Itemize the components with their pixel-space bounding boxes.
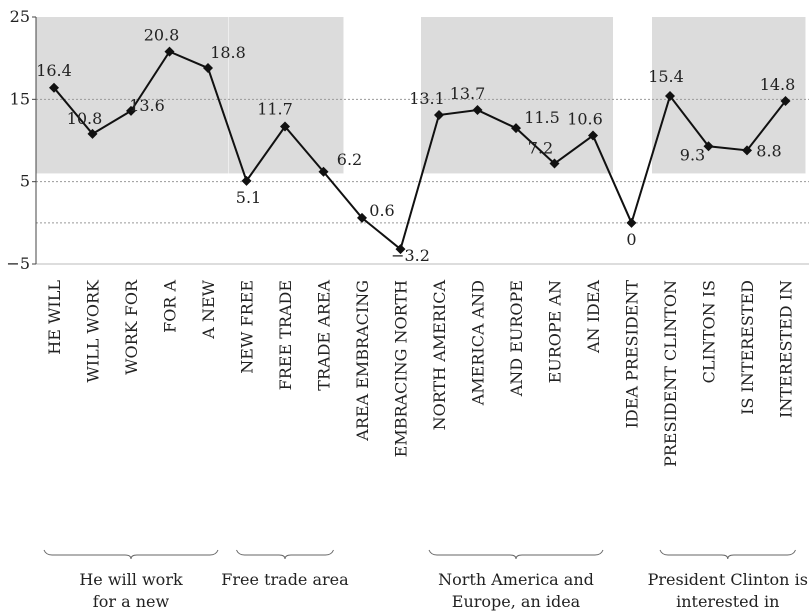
- data-point: [280, 121, 290, 132]
- category-label: CLINTON IS: [700, 280, 719, 383]
- data-label: 16.4: [36, 61, 72, 80]
- data-label: 13.7: [450, 84, 486, 103]
- group-labels: He will work for a new Free trade area Nort…: [79, 570, 808, 611]
- data-point: [357, 212, 367, 223]
- group-label: Free trade area: [221, 570, 349, 589]
- shaded-regions: [36, 17, 806, 174]
- data-label: 20.8: [144, 26, 180, 45]
- group-label: interested in: [676, 592, 779, 611]
- group-braces: [43, 549, 796, 560]
- group-label: for a new: [93, 592, 170, 611]
- data-point: [87, 128, 98, 139]
- data-label: 11.5: [524, 108, 560, 127]
- data-point: [588, 130, 598, 141]
- data-label: 10.6: [567, 110, 603, 129]
- y-tick-label: 15: [10, 89, 30, 108]
- data-label: 11.7: [257, 100, 293, 119]
- group-brace: [428, 549, 604, 560]
- category-label: FOR A: [161, 280, 180, 333]
- category-label: INTERESTED IN: [777, 280, 796, 418]
- category-label: IS INTERESTED: [738, 280, 757, 415]
- data-point: [164, 46, 175, 57]
- category-label: HE WILL: [45, 280, 64, 355]
- group-brace: [43, 549, 219, 560]
- data-point: [665, 91, 675, 102]
- category-label: IDEA PRESIDENT: [623, 280, 642, 429]
- series-line: [53, 50, 787, 251]
- data-label: 5.1: [236, 188, 261, 207]
- data-label: 7.2: [528, 139, 553, 158]
- group-brace: [236, 549, 334, 560]
- category-label: AMERICA AND: [469, 280, 488, 406]
- y-tick-label: −5: [6, 254, 30, 273]
- data-label: 10.8: [67, 109, 103, 128]
- group-label: He will work: [79, 570, 183, 589]
- category-label: WILL WORK: [84, 279, 103, 383]
- category-label: AN IDEA: [584, 280, 603, 354]
- shaded-region: [228, 17, 344, 174]
- data-label: 18.8: [210, 43, 246, 62]
- data-point: [49, 82, 59, 93]
- data-point: [472, 105, 483, 116]
- data-point: [549, 158, 560, 169]
- category-label: NORTH AMERICA: [430, 280, 449, 431]
- y-tick-labels: 25 15 5 −5: [6, 7, 36, 273]
- category-label: WORK FOR: [122, 279, 141, 375]
- data-label: 9.3: [680, 145, 705, 164]
- data-label: 13.1: [409, 89, 445, 108]
- category-label: PRESIDENT CLINTON: [661, 280, 680, 467]
- data-point: [241, 175, 252, 186]
- category-label: FREE TRADE: [276, 280, 295, 390]
- data-labels: 16.4 10.8 13.6 20.8 18.8 5.1 11.7 6.2 0.6 −3.2 13.…: [36, 26, 795, 266]
- data-label: −3.2: [391, 246, 430, 265]
- category-label: EUROPE AN: [546, 280, 565, 383]
- data-point: [434, 109, 444, 120]
- data-points: [49, 46, 791, 255]
- category-label: AND EUROPE: [507, 280, 526, 397]
- group-label: President Clinton is: [648, 570, 808, 589]
- group-brace: [659, 549, 796, 560]
- y-tick-label: 5: [20, 172, 30, 191]
- data-point: [203, 63, 213, 74]
- data-point: [511, 123, 521, 134]
- category-label: AREA EMBRACING: [353, 280, 372, 442]
- data-label: 15.4: [648, 67, 684, 86]
- data-point: [626, 217, 637, 228]
- data-point: [395, 244, 406, 255]
- data-label: 6.2: [337, 150, 362, 169]
- group-label: North America and: [438, 570, 594, 589]
- data-label: 8.8: [756, 141, 781, 160]
- y-tick-label: 25: [10, 7, 30, 26]
- shaded-region: [652, 17, 806, 174]
- data-point: [126, 105, 136, 116]
- shaded-region: [421, 17, 613, 174]
- data-point: [318, 166, 329, 177]
- data-label: 13.6: [129, 96, 165, 115]
- gridlines: [36, 98, 809, 265]
- data-label: 0.6: [369, 201, 394, 220]
- category-label: TRADE AREA: [315, 280, 334, 391]
- data-point: [703, 141, 714, 152]
- group-label: Europe, an idea: [452, 592, 581, 611]
- data-label: 0: [626, 230, 636, 249]
- category-labels: HE WILL WILL WORK WORK FOR FOR A A NEW NEW FR…: [45, 279, 796, 467]
- data-point: [780, 95, 791, 106]
- shaded-region: [36, 17, 228, 174]
- data-label: 14.8: [760, 75, 796, 94]
- category-label: EMBRACING NORTH: [392, 280, 411, 457]
- category-label: A NEW: [199, 279, 218, 339]
- category-label: NEW FREE: [238, 280, 257, 374]
- data-point: [742, 145, 752, 156]
